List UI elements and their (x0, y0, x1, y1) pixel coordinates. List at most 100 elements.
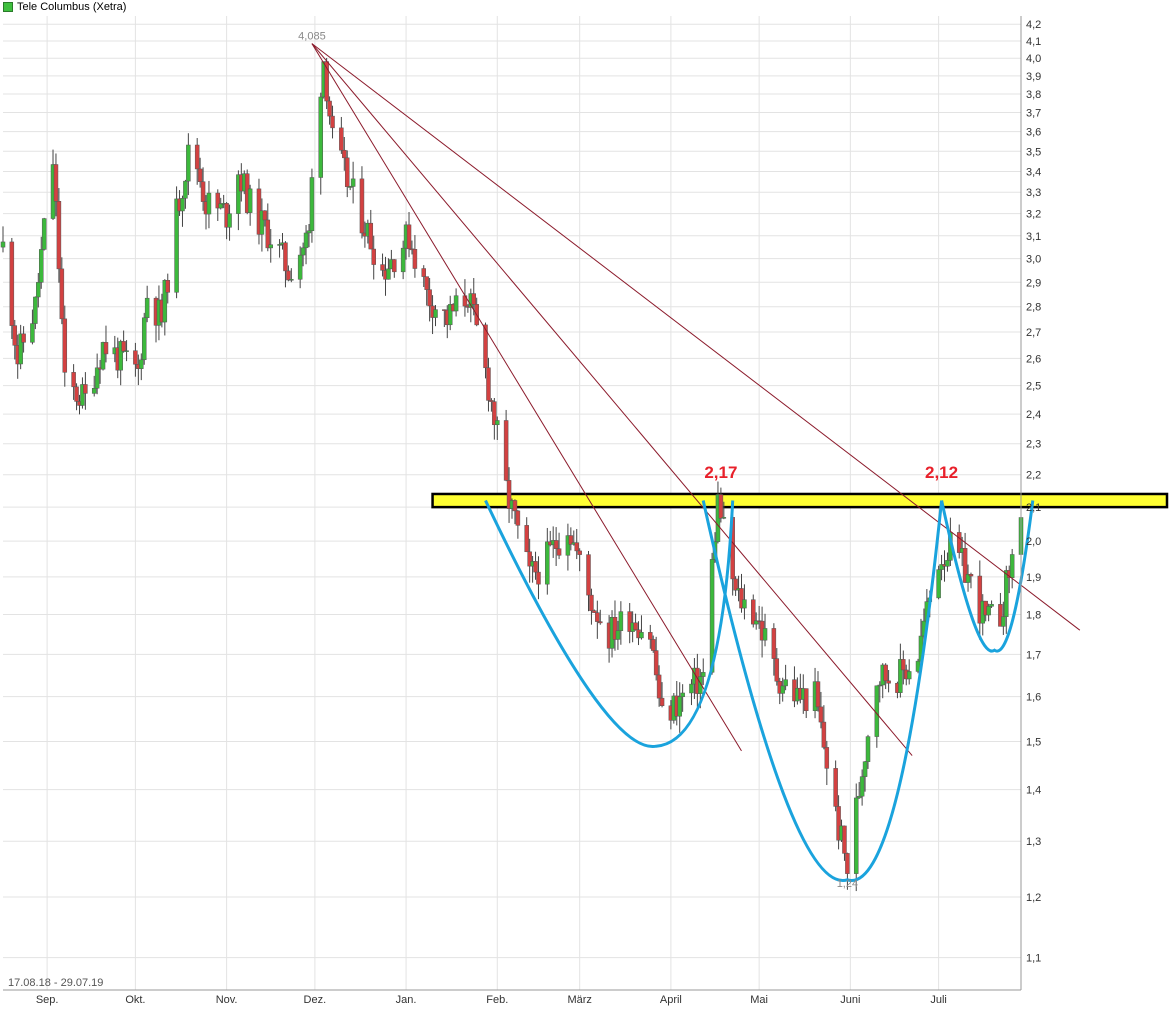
candle-body (380, 264, 385, 271)
candle-body (965, 574, 971, 583)
candle-body (877, 684, 883, 687)
candle-body (615, 630, 621, 640)
candle-body (753, 620, 759, 625)
candle-body (71, 372, 76, 388)
x-tick-label: Nov. (216, 994, 238, 1006)
y-tick-label: 4,0 (1026, 53, 1041, 65)
candle-body (653, 650, 659, 676)
candle-body (856, 795, 862, 799)
candle-body (283, 242, 288, 272)
candle-body (206, 192, 212, 215)
candle-body (998, 604, 1003, 627)
x-tick-label: April (660, 994, 682, 1006)
candle-body (592, 610, 597, 613)
candle-body (162, 280, 168, 323)
candle-body (392, 259, 397, 273)
candle-body (874, 685, 880, 737)
candle-body (94, 367, 100, 389)
x-tick-label: Sep. (36, 994, 59, 1006)
candle-body (186, 144, 191, 182)
candle-body (124, 350, 129, 352)
candle-body (262, 210, 268, 221)
candle-body (447, 304, 453, 326)
candle-body (945, 560, 950, 567)
candle-body (739, 588, 744, 609)
candle-body (91, 388, 97, 394)
candle-body (62, 318, 68, 373)
candle-body (141, 317, 147, 361)
trend-line (311, 43, 742, 752)
candle-body (303, 232, 309, 249)
x-tick-label: Dez. (304, 994, 327, 1006)
candle-body (633, 622, 638, 631)
candle-body (524, 525, 529, 553)
y-tick-label: 2,9 (1026, 277, 1041, 289)
candle-body (586, 554, 591, 596)
x-tick-label: Mai (750, 994, 768, 1006)
y-tick-label: 2,4 (1026, 409, 1041, 421)
candle-body (833, 768, 838, 807)
candle-body (486, 367, 491, 401)
candle-body (515, 510, 521, 526)
y-tick-label: 2,6 (1026, 353, 1041, 365)
candle-body (774, 658, 780, 682)
y-tick-label: 3,8 (1026, 89, 1041, 101)
x-tick-label: Feb. (486, 994, 508, 1006)
y-tick-label: 1,9 (1026, 572, 1041, 584)
candle-body (368, 222, 374, 250)
candle-body (698, 676, 703, 694)
candle-body (568, 535, 574, 545)
candle-body (612, 617, 618, 640)
y-tick-label: 3,9 (1026, 71, 1041, 83)
x-tick-label: Okt. (125, 994, 145, 1006)
x-tick-label: Jan. (396, 994, 417, 1006)
candle-body (121, 341, 126, 352)
candle-body (471, 293, 477, 305)
candle-body (309, 177, 315, 231)
candle-body (618, 611, 624, 631)
candle-body (824, 747, 830, 769)
candle-body (194, 144, 200, 170)
candle-body (433, 309, 438, 318)
legend: Tele Columbus (Xetra) (3, 0, 126, 14)
candle-body (977, 575, 983, 624)
candle-body (327, 100, 332, 117)
candle-body (80, 384, 85, 406)
candle-body (859, 776, 865, 797)
candle-body (989, 604, 994, 607)
y-tick-label: 4,1 (1026, 36, 1041, 48)
candle-body (565, 535, 571, 556)
candle-body (344, 157, 350, 187)
candle-body (421, 268, 426, 277)
candle-body (836, 806, 841, 841)
candle-body (886, 680, 891, 684)
candle-body (512, 500, 518, 512)
candle-body (659, 697, 665, 707)
y-tick-label: 3,1 (1026, 231, 1041, 243)
candle-body (289, 279, 294, 281)
trend-line (311, 43, 1081, 631)
y-tick-label: 2,3 (1026, 439, 1041, 451)
candle-body (218, 203, 223, 209)
y-tick-label: 1,6 (1026, 692, 1041, 704)
x-tick-label: März (567, 994, 591, 1006)
candle-body (165, 280, 171, 293)
candle-body (677, 696, 682, 717)
candle-body (762, 628, 768, 641)
candle-body (533, 561, 538, 573)
candle-body (536, 571, 541, 585)
candle-body (59, 268, 65, 320)
candle-body (574, 542, 579, 552)
candle-body (492, 401, 497, 426)
candle-body (118, 341, 123, 371)
candle-body (627, 611, 632, 632)
y-tick-label: 4,2 (1026, 19, 1041, 31)
y-tick-label: 1,7 (1026, 649, 1041, 661)
candle-body (56, 201, 62, 270)
candle-body (400, 247, 406, 273)
candle-body (386, 268, 391, 280)
candle-body (656, 674, 662, 699)
candle-body (815, 681, 821, 708)
candle-body (845, 853, 850, 874)
